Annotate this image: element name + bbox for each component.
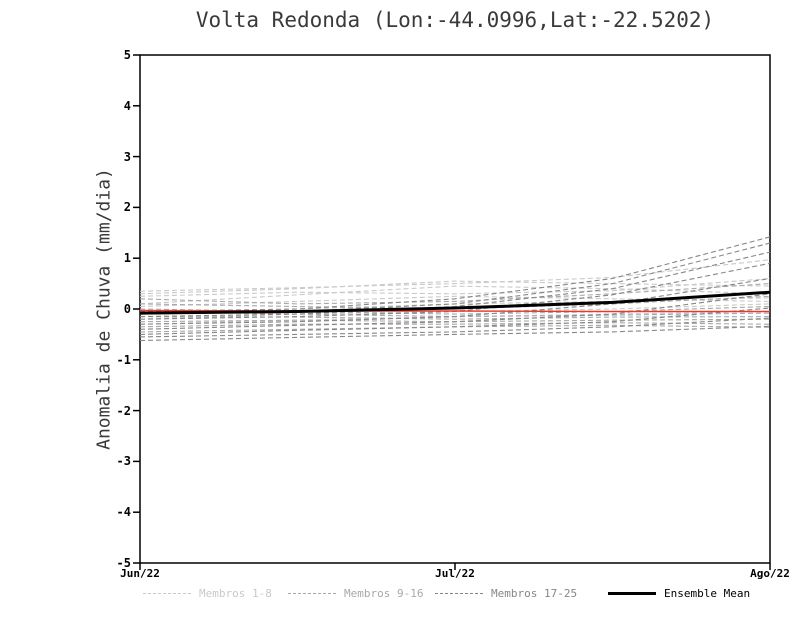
member-line: [139, 295, 771, 308]
member-line: [139, 317, 771, 338]
x-tick-label-ago: Ago/22: [750, 567, 790, 580]
y-tick-label: 3: [123, 150, 131, 164]
legend-item-label: Membros 1-8: [199, 586, 272, 600]
member-line: [139, 293, 771, 330]
y-tick-label: 4: [123, 99, 131, 113]
member-line: [139, 322, 771, 328]
member-line: [139, 242, 771, 315]
legend-item-label: Ensemble Mean: [664, 586, 751, 600]
legend-item-membros-17-25: Membros 17-25: [435, 585, 577, 601]
member-line: [139, 325, 771, 342]
dashed-line-sample-icon: [143, 592, 191, 594]
chart-title: Volta Redonda (Lon:-44.0996,Lat:-22.5202…: [195, 8, 715, 32]
x-tick-label-jul: Jul/22: [435, 567, 475, 580]
y-tick-label: 2: [123, 200, 131, 214]
member-line: [139, 280, 771, 295]
dashed-line-sample-icon: [435, 592, 483, 594]
y-tick-label: 0: [123, 302, 131, 316]
y-tick-label: -2: [116, 404, 131, 418]
solid-line-sample-icon: [608, 591, 656, 595]
member-line: [139, 277, 771, 325]
member-line: [139, 283, 771, 305]
y-tick-label: 1: [123, 251, 131, 265]
dashed-line-sample-icon: [288, 592, 336, 594]
legend-item-label: Membros 9-16: [344, 586, 424, 600]
y-tick-label: -4: [116, 505, 131, 519]
legend: Membros 1-8 Membros 9-16 Membros 17-25 E…: [0, 585, 800, 605]
y-tick-label: 5: [123, 48, 131, 62]
y-tick-label: -1: [116, 353, 131, 367]
legend-item-label: Membros 17-25: [491, 586, 578, 600]
x-tick-label-jun: Jun/22: [120, 567, 160, 580]
member-line: [139, 277, 771, 297]
y-tick-label: -3: [116, 454, 131, 468]
legend-item-membros-1-8: Membros 1-8: [143, 585, 272, 601]
member-line: [139, 307, 771, 335]
member-line: [139, 236, 771, 313]
member-line: [139, 259, 771, 292]
ensemble-mean-line: [139, 290, 771, 315]
member-line: [139, 285, 771, 305]
legend-item-membros-9-16: Membros 9-16: [288, 585, 423, 601]
legend-item-ensemble-mean: Ensemble Mean: [608, 585, 750, 601]
y-tick-label: -5: [116, 556, 131, 570]
